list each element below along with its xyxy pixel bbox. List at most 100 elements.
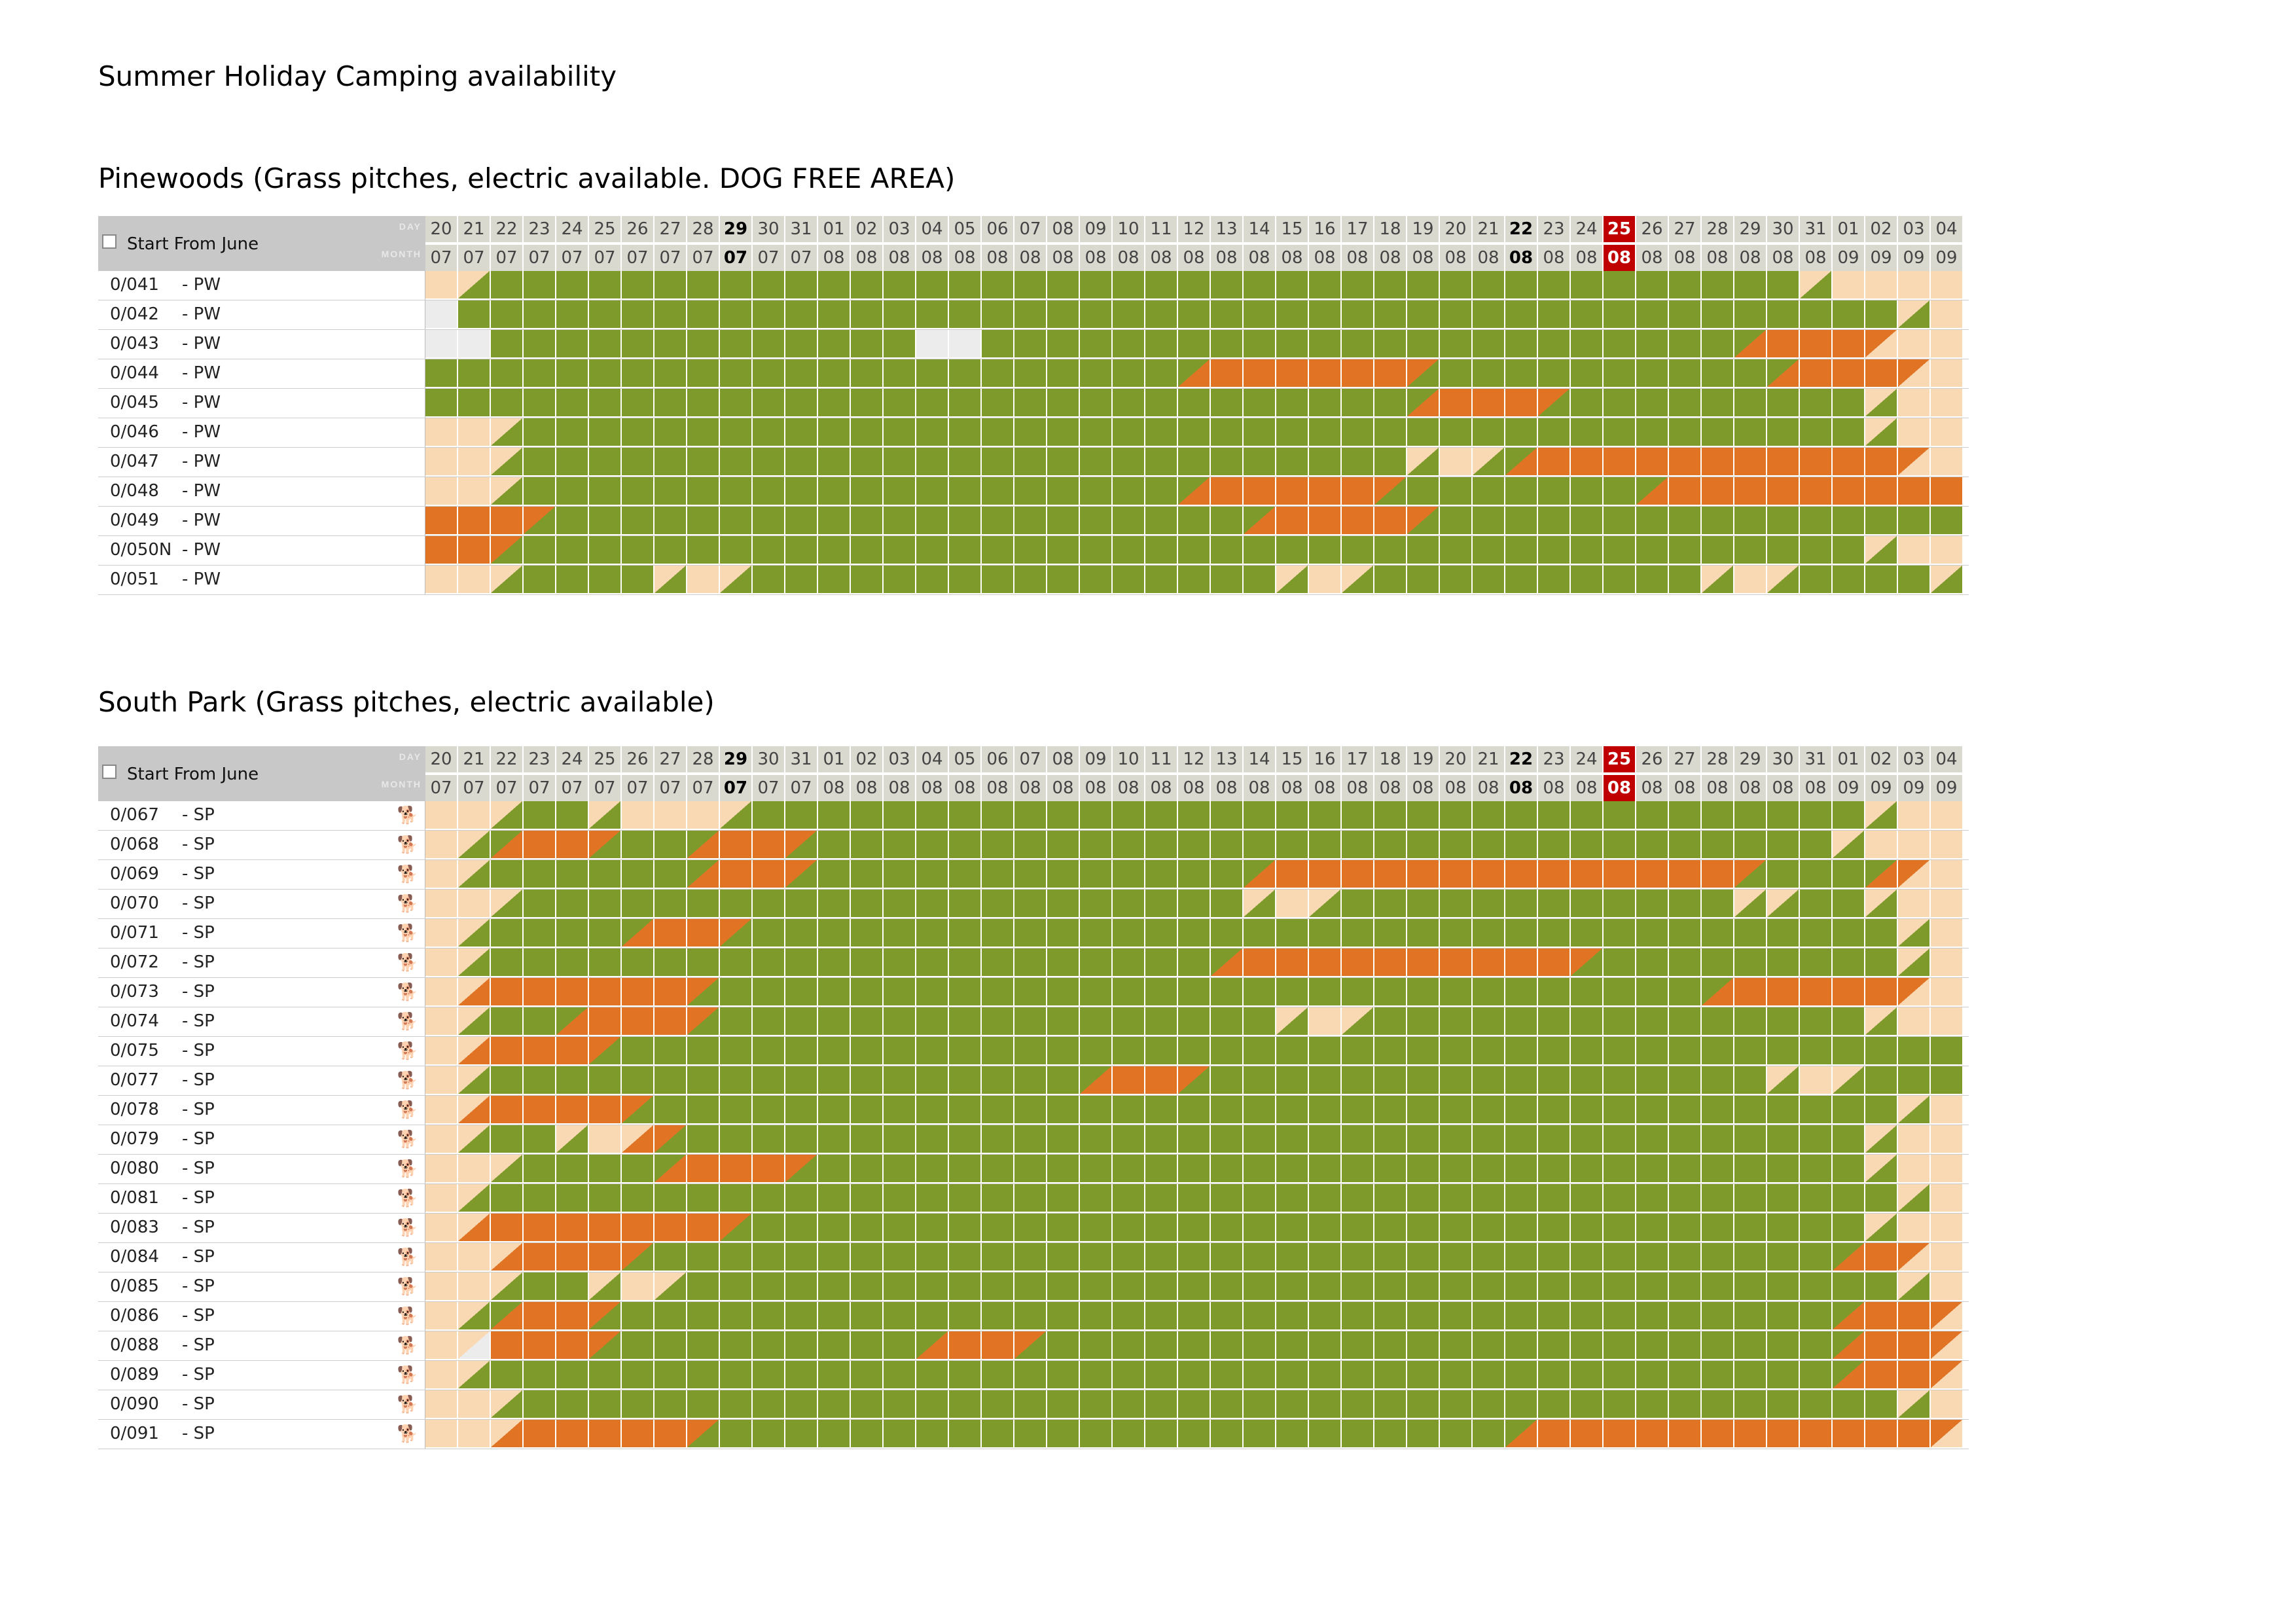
availability-cell[interactable]	[753, 507, 785, 535]
availability-cell[interactable]	[1931, 330, 1964, 359]
availability-cell[interactable]	[556, 890, 589, 918]
availability-cell[interactable]	[1505, 389, 1538, 418]
availability-cell[interactable]	[622, 1066, 655, 1095]
availability-cell[interactable]	[1178, 418, 1211, 447]
availability-cell[interactable]	[1145, 1420, 1178, 1449]
availability-cell[interactable]	[556, 359, 589, 388]
availability-cell[interactable]	[1276, 1007, 1309, 1036]
availability-cell[interactable]	[556, 1007, 589, 1036]
availability-cell[interactable]	[589, 1420, 622, 1449]
availability-cell[interactable]	[720, 919, 753, 948]
availability-cell[interactable]	[1898, 359, 1931, 388]
availability-cell[interactable]	[884, 1037, 916, 1066]
availability-cell[interactable]	[1113, 1390, 1145, 1419]
availability-cell[interactable]	[851, 359, 884, 388]
availability-cell[interactable]	[1669, 359, 1702, 388]
availability-cell[interactable]	[1047, 919, 1080, 948]
availability-cell[interactable]	[1407, 566, 1440, 594]
availability-cell[interactable]	[1636, 477, 1669, 506]
availability-cell[interactable]	[1800, 1007, 1833, 1036]
availability-cell[interactable]	[1833, 536, 1865, 565]
availability-cell[interactable]	[1276, 566, 1309, 594]
date-column[interactable]: 13 08	[1211, 746, 1244, 801]
date-column[interactable]: 09 08	[1080, 216, 1113, 271]
availability-cell[interactable]	[818, 1243, 851, 1272]
availability-cell[interactable]	[1178, 330, 1211, 359]
date-column[interactable]: 31 07	[785, 216, 818, 271]
availability-cell[interactable]	[1244, 566, 1276, 594]
availability-cell[interactable]	[818, 330, 851, 359]
availability-cell[interactable]	[884, 1420, 916, 1449]
date-column[interactable]: 17 08	[1342, 746, 1374, 801]
availability-cell[interactable]	[1309, 890, 1342, 918]
availability-cell[interactable]	[524, 1037, 556, 1066]
availability-cell[interactable]	[1145, 330, 1178, 359]
availability-cell[interactable]	[1407, 1214, 1440, 1242]
availability-cell[interactable]	[622, 978, 655, 1007]
availability-cell[interactable]	[1767, 1007, 1800, 1036]
availability-cell[interactable]	[589, 801, 622, 830]
availability-cell[interactable]	[556, 919, 589, 948]
availability-cell[interactable]	[818, 418, 851, 447]
availability-cell[interactable]	[1047, 1272, 1080, 1301]
availability-cell[interactable]	[1309, 536, 1342, 565]
availability-cell[interactable]	[785, 1302, 818, 1331]
availability-cell[interactable]	[687, 477, 720, 506]
availability-cell[interactable]	[1767, 566, 1800, 594]
availability-cell[interactable]	[851, 536, 884, 565]
availability-cell[interactable]	[1473, 1037, 1505, 1066]
availability-cell[interactable]	[1178, 1096, 1211, 1125]
availability-cell[interactable]	[1767, 1420, 1800, 1449]
availability-cell[interactable]	[1473, 1184, 1505, 1213]
availability-cell[interactable]	[753, 1331, 785, 1360]
availability-cell[interactable]	[1342, 1272, 1374, 1301]
availability-cell[interactable]	[491, 1361, 524, 1390]
availability-cell[interactable]	[687, 448, 720, 477]
availability-cell[interactable]	[1800, 330, 1833, 359]
availability-cell[interactable]	[1538, 271, 1571, 300]
availability-cell[interactable]	[687, 860, 720, 889]
pitch-name-cell[interactable]: 0/086- SP 🐕	[98, 1302, 425, 1331]
availability-cell[interactable]	[1211, 1096, 1244, 1125]
availability-cell[interactable]	[818, 948, 851, 977]
availability-cell[interactable]	[1505, 1420, 1538, 1449]
availability-cell[interactable]	[1898, 890, 1931, 918]
availability-cell[interactable]	[720, 1125, 753, 1154]
availability-cell[interactable]	[1833, 1155, 1865, 1183]
pitch-name-cell[interactable]: 0/070- SP 🐕	[98, 890, 425, 918]
availability-cell[interactable]	[1538, 1214, 1571, 1242]
availability-cell[interactable]	[1833, 1037, 1865, 1066]
availability-cell[interactable]	[1211, 890, 1244, 918]
availability-cell[interactable]	[622, 271, 655, 300]
availability-cell[interactable]	[1342, 536, 1374, 565]
availability-cell[interactable]	[1669, 448, 1702, 477]
availability-cell[interactable]	[655, 860, 687, 889]
availability-cell[interactable]	[851, 1390, 884, 1419]
start-from-checkbox[interactable]	[102, 234, 117, 249]
availability-cell[interactable]	[1342, 978, 1374, 1007]
availability-cell[interactable]	[1734, 1390, 1767, 1419]
availability-cell[interactable]	[1440, 1007, 1473, 1036]
availability-cell[interactable]	[949, 359, 982, 388]
availability-cell[interactable]	[1800, 1125, 1833, 1154]
availability-cell[interactable]	[916, 1390, 949, 1419]
pitch-name-cell[interactable]: 0/047- PW	[98, 448, 425, 477]
availability-cell[interactable]	[1276, 1390, 1309, 1419]
availability-cell[interactable]	[916, 359, 949, 388]
availability-cell[interactable]	[818, 1420, 851, 1449]
availability-cell[interactable]	[1931, 300, 1964, 329]
availability-cell[interactable]	[687, 1302, 720, 1331]
availability-cell[interactable]	[589, 890, 622, 918]
availability-cell[interactable]	[1178, 1302, 1211, 1331]
start-from-checkbox[interactable]	[102, 765, 117, 779]
availability-cell[interactable]	[589, 948, 622, 977]
availability-cell[interactable]	[1898, 1184, 1931, 1213]
availability-cell[interactable]	[1734, 1331, 1767, 1360]
availability-cell[interactable]	[1047, 507, 1080, 535]
availability-cell[interactable]	[753, 1302, 785, 1331]
availability-cell[interactable]	[1865, 1390, 1898, 1419]
availability-cell[interactable]	[1538, 1302, 1571, 1331]
availability-cell[interactable]	[851, 1037, 884, 1066]
availability-cell[interactable]	[1767, 1361, 1800, 1390]
availability-cell[interactable]	[425, 536, 458, 565]
